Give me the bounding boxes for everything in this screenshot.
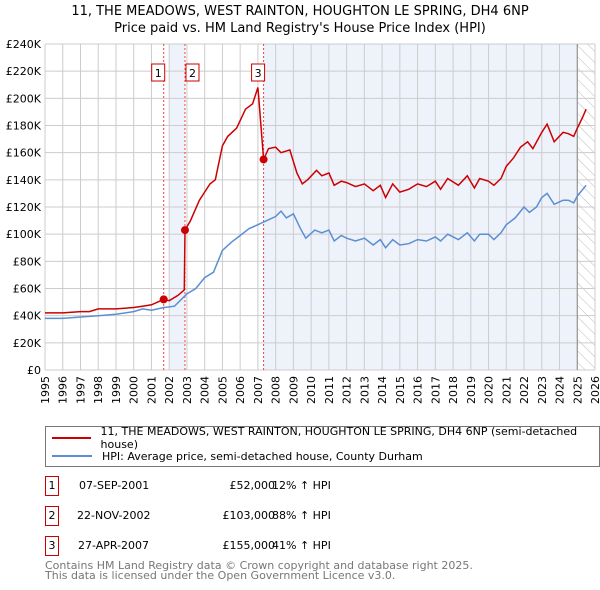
x-tick-label: 2024 bbox=[554, 376, 567, 404]
transaction-hpi: 88% ↑ HPI bbox=[272, 509, 331, 522]
y-tick-label: £0 bbox=[27, 364, 41, 377]
transaction-date: 27-APR-2007 bbox=[78, 539, 150, 552]
footer-line-1: Contains HM Land Registry data © Crown c… bbox=[45, 559, 473, 572]
x-tick-label: 2018 bbox=[447, 376, 460, 404]
x-tick-label: 2019 bbox=[465, 376, 478, 404]
transaction-number: 3 bbox=[45, 536, 59, 556]
transaction-date: 07-SEP-2001 bbox=[79, 479, 150, 492]
transaction-hpi: 12% ↑ HPI bbox=[272, 479, 331, 492]
y-tick-label: £240K bbox=[6, 38, 42, 51]
x-tick-label: 2008 bbox=[270, 376, 283, 404]
x-tick-label: 2010 bbox=[305, 376, 318, 404]
y-tick-label: £180K bbox=[6, 120, 42, 133]
x-tick-label: 2017 bbox=[429, 376, 442, 404]
price-chart: 1995 1996 1997 1998 1999 2000 2001 2002 2003 2004… bbox=[6, 38, 600, 404]
transaction-number: 2 bbox=[45, 506, 59, 526]
x-tick-label: 2022 bbox=[518, 376, 531, 404]
y-tick-label: £80K bbox=[13, 255, 42, 268]
x-tick-label: 2009 bbox=[287, 376, 300, 404]
x-tick-label: 2003 bbox=[181, 376, 194, 404]
transaction-date: 22-NOV-2002 bbox=[77, 509, 151, 522]
sale-point bbox=[180, 226, 189, 235]
transaction-price: £52,000 bbox=[229, 479, 276, 492]
y-tick-label: £120K bbox=[6, 201, 42, 214]
transaction-number: 1 bbox=[45, 476, 59, 496]
hpi-line bbox=[45, 184, 587, 320]
transaction-price: £103,000 bbox=[222, 509, 276, 522]
legend-item-property: 11, THE MEADOWS, WEST RAINTON, HOUGHTON … bbox=[52, 425, 599, 451]
x-tick-label: 2005 bbox=[216, 376, 229, 404]
x-tick-label: 2015 bbox=[394, 376, 407, 404]
x-tick-label: 1999 bbox=[110, 376, 123, 404]
x-tick-label: 2006 bbox=[234, 376, 247, 404]
x-tick-label: 2020 bbox=[483, 376, 496, 404]
legend-swatch-hpi bbox=[52, 455, 92, 457]
y-tick-label: £160K bbox=[6, 147, 42, 160]
transaction-row: 2 22-NOV-2002 £103,000 88% ↑ HPI bbox=[45, 506, 445, 526]
footer-line-2: This data is licensed under the Open Gov… bbox=[45, 569, 396, 582]
x-tick-label: 2025 bbox=[571, 376, 584, 404]
x-tick-label: 2021 bbox=[500, 376, 513, 404]
title-line-1: 11, THE MEADOWS, WEST RAINTON, HOUGHTON … bbox=[71, 4, 529, 19]
x-tick-label: 2023 bbox=[536, 376, 549, 404]
legend-label-hpi: HPI: Average price, semi-detached house,… bbox=[102, 449, 423, 463]
sale-label: 3 bbox=[255, 67, 262, 80]
legend-item-hpi: HPI: Average price, semi-detached house,… bbox=[52, 448, 423, 464]
x-tick-label: 2007 bbox=[252, 376, 265, 404]
x-tick-label: 1996 bbox=[57, 376, 70, 404]
y-tick-label: £40K bbox=[13, 310, 42, 323]
sale-label: 2 bbox=[189, 67, 196, 80]
x-tick-label: 2002 bbox=[163, 376, 176, 404]
sale-point bbox=[259, 155, 268, 164]
legend: 11, THE MEADOWS, WEST RAINTON, HOUGHTON … bbox=[45, 425, 600, 467]
x-tick-label: 2016 bbox=[412, 376, 425, 404]
x-tick-label: 2011 bbox=[323, 376, 336, 404]
x-tick-label: 2014 bbox=[376, 376, 389, 404]
y-tick-label: £20K bbox=[13, 337, 42, 350]
legend-label-property: 11, THE MEADOWS, WEST RAINTON, HOUGHTON … bbox=[100, 425, 578, 451]
sale-label-box bbox=[251, 63, 266, 82]
y-tick-label: £60K bbox=[13, 283, 42, 296]
x-tick-label: 2012 bbox=[341, 376, 354, 404]
x-tick-label: 1997 bbox=[74, 376, 87, 404]
y-tick-label: £100K bbox=[6, 228, 42, 241]
transaction-hpi: 41% ↑ HPI bbox=[272, 539, 331, 552]
sale-label-box bbox=[185, 63, 200, 82]
sale-label: 1 bbox=[155, 67, 162, 80]
title-line-2: Price paid vs. HM Land Registry's House … bbox=[114, 21, 486, 36]
legend-swatch-property bbox=[52, 437, 91, 439]
transaction-row: 3 27-APR-2007 £155,000 41% ↑ HPI bbox=[45, 536, 445, 556]
y-tick-label: £200K bbox=[6, 92, 42, 105]
transaction-price: £155,000 bbox=[222, 539, 276, 552]
x-tick-label: 1998 bbox=[92, 376, 105, 404]
property-price-line bbox=[45, 87, 587, 314]
sale-label-box bbox=[151, 63, 166, 82]
sale-point bbox=[159, 295, 168, 304]
x-tick-label: 2001 bbox=[145, 376, 158, 404]
y-tick-label: £140K bbox=[6, 174, 42, 187]
x-tick-label: 1995 bbox=[39, 376, 52, 404]
chart-title: 11, THE MEADOWS, WEST RAINTON, HOUGHTON … bbox=[0, 3, 600, 37]
x-tick-label: 2026 bbox=[589, 376, 600, 404]
x-tick-label: 2004 bbox=[199, 376, 212, 404]
x-tick-label: 2000 bbox=[128, 376, 141, 404]
y-tick-label: £220K bbox=[6, 65, 42, 78]
transaction-row: 1 07-SEP-2001 £52,000 12% ↑ HPI bbox=[45, 476, 445, 496]
footer: Contains HM Land Registry data © Crown c… bbox=[45, 559, 473, 582]
x-tick-label: 2013 bbox=[358, 376, 371, 404]
